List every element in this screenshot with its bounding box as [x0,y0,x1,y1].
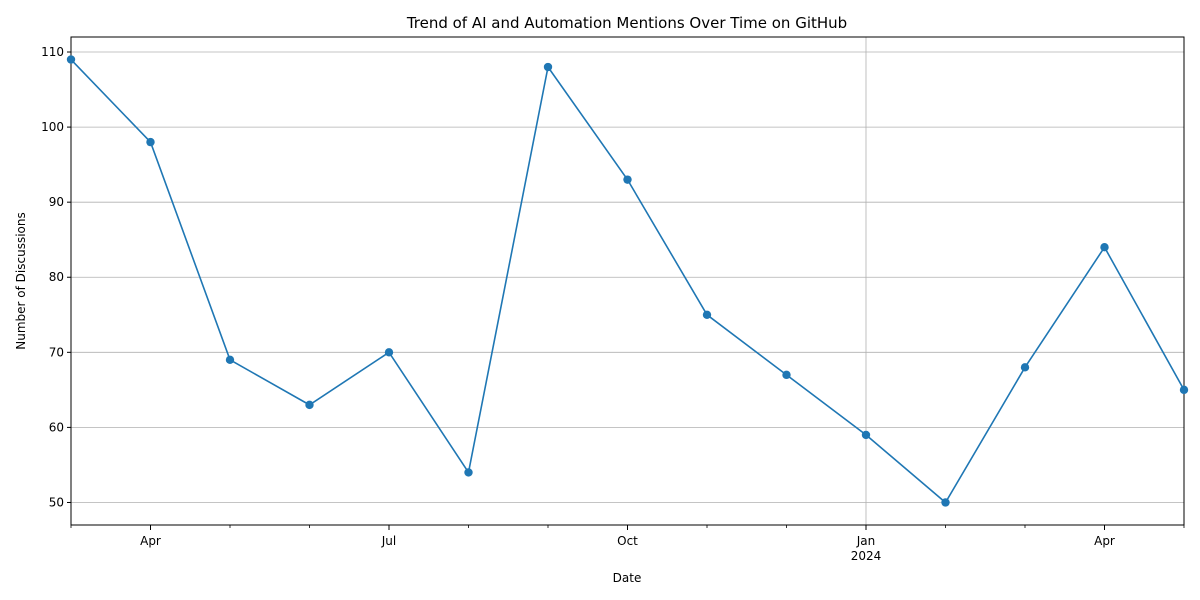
y-tick-label: 90 [49,195,64,209]
data-point [1020,363,1030,372]
x-tick-label: Apr [140,534,161,548]
x-tick-label: Oct [617,534,638,548]
data-point [623,175,632,184]
data-point [225,355,235,365]
data-point [941,498,950,507]
data-point [861,430,871,440]
data-point [1100,243,1109,252]
data-point [66,55,76,64]
x-tick-year-label: 2024 [851,549,882,563]
x-axis-label: Date [613,571,642,585]
y-tick-label: 110 [41,45,64,59]
y-tick-label: 80 [49,270,64,284]
x-tick-label: Jan [856,534,876,548]
data-point [464,468,473,477]
y-tick-label: 100 [41,120,64,134]
y-tick-label: 60 [49,420,64,434]
data-point [702,310,712,319]
y-axis: 50 60 70 80 90 100 110 [41,45,71,509]
data-point [782,370,791,380]
series-line [70,58,1185,504]
data-point [543,62,553,72]
y-tick-label: 50 [49,495,64,509]
y-axis-label: Number of Discussions [14,212,28,349]
data-point [305,400,314,410]
data-point [1179,385,1189,395]
series-group [66,55,1189,507]
grid-lines [71,37,1184,525]
data-point [384,348,394,357]
chart-title: Trend of AI and Automation Mentions Over… [406,14,847,32]
x-tick-label: Jul [381,534,396,548]
data-point [146,137,155,147]
y-tick-label: 70 [49,345,64,359]
x-tick-label: Apr [1094,534,1115,548]
plot-area [70,36,1185,526]
